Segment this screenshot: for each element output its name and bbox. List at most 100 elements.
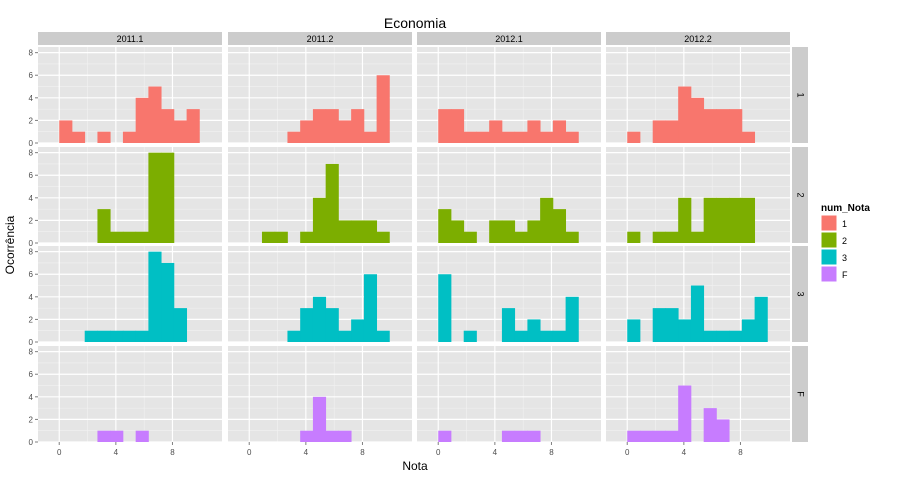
histogram-bar [527,120,541,143]
panels-layer: 2011.1 2011.2 2012.1 2012.2123F024680246802… [29,32,808,457]
histogram-bar [729,109,743,143]
histogram-bar [540,131,554,143]
x-axis-label: Nota [402,459,428,473]
histogram-bar [703,197,717,243]
legend-swatch [820,265,838,283]
histogram-bar [627,131,641,143]
histogram-bar [552,330,567,342]
histogram-bar [678,86,692,143]
histogram-bar [97,330,111,342]
histogram-bar [501,430,516,442]
legend-entry-label: 3 [842,253,847,263]
column-strip-label: 2012.2 [684,34,712,44]
histogram-bar [376,75,390,143]
histogram-bar [287,330,301,342]
histogram-bar [438,109,452,143]
histogram-bar [351,109,365,143]
histogram-bar [148,152,162,243]
y-tick-label: 4 [29,94,34,103]
histogram-bar [351,319,365,342]
y-tick-label: 0 [29,239,34,248]
histogram-bar [665,120,679,143]
histogram-bar [552,209,567,243]
x-tick-label: 8 [360,448,365,457]
row-strip-label: 3 [796,291,806,296]
histogram-bar [639,430,654,442]
x-tick-label: 4 [304,448,309,457]
histogram-bar [325,308,339,342]
histogram-bar [565,231,579,243]
x-tick-label: 8 [170,448,175,457]
histogram-bar [489,120,503,143]
histogram-bar [122,131,137,143]
histogram-bar [325,163,339,243]
panel-background [38,147,222,243]
column-strip [228,32,412,45]
histogram-bar [300,308,314,342]
histogram-bar [338,120,352,143]
legend-swatch [820,231,838,249]
histogram-bar [489,220,503,243]
histogram-bar [450,220,465,243]
histogram-bar [652,430,666,442]
histogram-bar [363,131,378,143]
panel-background [38,346,222,442]
histogram-bar [122,231,137,243]
histogram-bar [501,308,516,342]
histogram-bar [741,197,756,243]
histogram-bar [186,109,200,143]
histogram-bar [652,231,666,243]
y-tick-label: 8 [29,248,34,257]
histogram-bar [173,308,188,342]
histogram-bar [110,231,124,243]
histogram-bar [351,220,365,243]
y-tick-label: 2 [29,216,34,225]
histogram-bar [716,109,730,143]
histogram-bar [450,109,465,143]
histogram-bar [300,120,314,143]
histogram-bar [97,209,111,243]
histogram-bar [97,131,111,143]
histogram-bar [729,330,743,342]
y-tick-label: 0 [29,338,34,347]
row-strip-label: 1 [796,92,806,97]
histogram-bar [84,330,98,342]
histogram-bar [540,197,554,243]
histogram-bar [161,109,175,143]
histogram-bar [300,430,314,442]
histogram-bar [690,285,705,342]
histogram-bar [148,86,162,143]
histogram-bar [476,131,490,143]
histogram-bar [161,152,175,243]
histogram-bar [338,430,352,442]
histogram-bar [665,308,679,342]
histogram-bar [338,330,352,342]
histogram-bar [627,319,641,342]
x-tick-label: 0 [625,448,630,457]
y-tick-label: 6 [29,270,34,279]
histogram-bar [161,262,175,342]
histogram-bar [312,109,327,143]
histogram-bar [501,220,516,243]
histogram-bar [690,231,705,243]
legend-entry-label: 1 [842,219,847,229]
histogram-bar [703,408,717,442]
histogram-bar [652,308,666,342]
panel-background [606,147,790,243]
histogram-bar [135,97,149,143]
histogram-bar [716,330,730,342]
histogram-bar [754,296,768,342]
y-tick-label: 2 [29,415,34,424]
y-tick-label: 0 [29,438,34,447]
histogram-bar [312,197,327,243]
histogram-bar [501,131,516,143]
histogram-bar [261,231,276,243]
row-strip-label: 2 [796,192,806,197]
legend-entry-label: 2 [842,236,847,246]
chart-title: Economia [384,15,446,31]
histogram-bar [110,430,124,442]
panel-background [417,346,601,442]
histogram-bar [565,296,579,342]
panel-background [38,246,222,342]
